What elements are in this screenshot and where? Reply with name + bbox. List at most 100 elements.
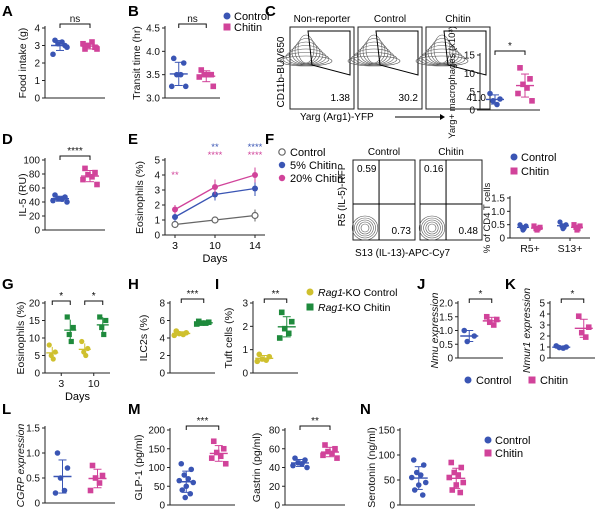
data-point [54, 450, 61, 456]
panel-letter-G: G [2, 276, 14, 293]
contour-line [294, 38, 318, 64]
flow-x-label: Yarg (Arg1)-YFP [300, 112, 374, 123]
y-axis-label: Gastrin (pg/ml) [251, 433, 263, 502]
legend-label: Control [290, 147, 325, 159]
data-point [285, 330, 292, 337]
data-point [446, 474, 453, 481]
y-axis-label: GLP-1 (pg/ml) [133, 435, 145, 501]
contour-line [421, 48, 463, 66]
contour-line [347, 55, 401, 67]
gate-percentage: 30.2 [399, 93, 419, 104]
contour-line [356, 45, 392, 65]
data-point [103, 317, 109, 324]
data-point [210, 438, 217, 445]
data-point [281, 325, 288, 332]
significance-bracket [59, 23, 91, 28]
y-tick-label: 1 [154, 216, 160, 227]
data-point [168, 83, 175, 90]
legend-marker [223, 12, 231, 20]
contour-line [279, 55, 333, 67]
significance-bracket [263, 298, 288, 303]
data-point [82, 46, 88, 52]
y-tick-label: 4 [159, 334, 165, 345]
data-point [451, 469, 458, 476]
data-point [89, 39, 95, 45]
y-tick-label: 3 [34, 41, 40, 52]
significance-label: ns [70, 14, 81, 25]
y-tick-label: 100 [378, 451, 395, 462]
y-axis-label: Tuft cells (%) [223, 308, 235, 369]
data-point [172, 214, 178, 220]
data-point [50, 51, 56, 58]
y-tick-label: 40 [269, 463, 281, 474]
data-point [85, 345, 91, 352]
data-point [515, 90, 521, 97]
legend-label: -KO Chitin [342, 302, 391, 314]
data-point [178, 460, 185, 467]
data-point [82, 165, 88, 172]
y-tick-label: 0.5 [26, 474, 40, 485]
data-point [182, 494, 189, 501]
data-point [460, 479, 467, 486]
y-axis-label: Eosinophils (%) [15, 302, 27, 375]
data-point [176, 477, 183, 484]
y-tick-label: 4 [539, 310, 545, 321]
y-tick-label: 1.5 [491, 194, 505, 205]
y-tick-label: 0 [469, 106, 475, 117]
panel-letter-N: N [360, 401, 371, 418]
data-point [487, 90, 493, 97]
contour-line [351, 215, 379, 241]
y-tick-label: 1 [34, 76, 40, 87]
y-tick-label: 1.0 [26, 449, 40, 460]
y-tick-label: 15 [29, 316, 41, 327]
data-point [96, 480, 103, 486]
y-tick-label: 50 [384, 476, 396, 487]
y-tick-label: 150 [378, 426, 395, 437]
y-tick-label: 3 [154, 186, 160, 197]
significance-bracket [178, 23, 207, 28]
data-point [458, 464, 465, 471]
y-tick-label: 8 [159, 299, 165, 310]
y-tick-label: 60 [29, 184, 41, 195]
significance-label: * [479, 289, 483, 300]
flow-plot-title: Chitin [445, 14, 471, 25]
contour-line [353, 48, 395, 66]
contour-line [360, 223, 370, 233]
data-point [211, 216, 219, 224]
x-tick-label: 10 [88, 378, 100, 390]
y-tick-label: 100 [148, 463, 165, 474]
significance-bracket [185, 425, 220, 430]
y-tick-label: 50 [154, 482, 166, 493]
y-tick-label: 40 [29, 198, 41, 209]
significance-bracket [180, 298, 205, 303]
significance-label: *** [197, 416, 209, 427]
significance-bracket [468, 298, 493, 303]
contour-line [285, 48, 327, 66]
panel-letter-J: J [417, 276, 425, 293]
panel-letter-C: C [265, 3, 276, 20]
flow-plot-title: Non-reporter [294, 14, 351, 25]
contour-line [418, 215, 446, 241]
data-point [94, 46, 100, 52]
legend-label: 5% Chitin [290, 160, 337, 172]
significance-bracket [299, 425, 331, 430]
contour-line [359, 41, 389, 65]
data-point [278, 309, 285, 316]
data-point [252, 185, 258, 192]
legend-label: -KO Control [342, 287, 397, 299]
data-point [85, 171, 91, 178]
data-point [560, 226, 566, 232]
panel-letter-L: L [2, 401, 11, 418]
y-tick-label: 20 [29, 212, 41, 223]
quadrant-value: 0.73 [392, 226, 412, 237]
legend-marker [464, 376, 472, 384]
flow-arrow-head [440, 114, 445, 120]
data-point [292, 455, 298, 461]
y-tick-label: 0 [447, 354, 453, 365]
y-tick-label: 20 [29, 299, 41, 310]
y-tick-label: 5 [539, 299, 545, 310]
data-point [181, 472, 188, 478]
legend-marker [306, 303, 314, 311]
data-point [332, 445, 338, 452]
y-tick-label: 2 [539, 332, 545, 343]
